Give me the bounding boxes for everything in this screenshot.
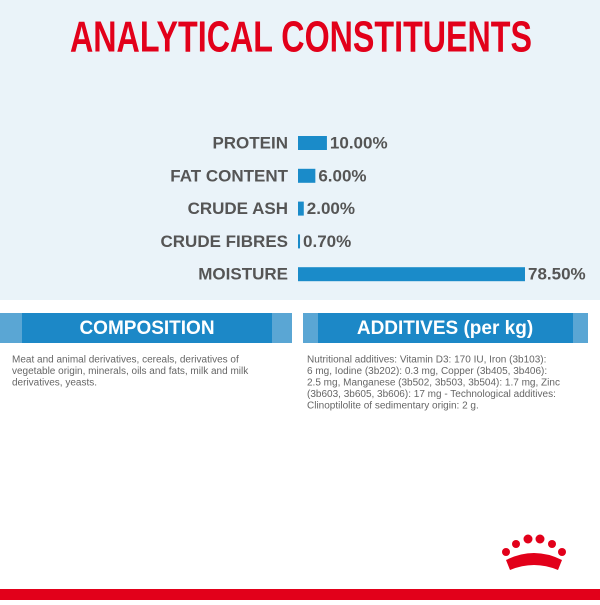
- bar: [298, 201, 304, 216]
- additives-title: ADDITIVES (per kg): [357, 318, 533, 339]
- category-label: FAT CONTENT: [170, 166, 288, 185]
- text-line: derivatives, yeasts.: [12, 378, 97, 389]
- category-label: PROTEIN: [212, 133, 288, 152]
- text-line: vegetable origin, minerals, oils and fat…: [12, 366, 249, 377]
- bar: [298, 136, 327, 150]
- bar: [298, 267, 525, 282]
- additives-text: Nutritional additives: Vitamin D3: 170 I…: [307, 355, 560, 412]
- category-label: CRUDE FIBRES: [160, 232, 288, 251]
- chart: PROTEIN 10.00% FAT CONTENT 6.00% CRUDE ASH 2.…: [160, 133, 585, 283]
- value-label: 6.00%: [318, 166, 366, 185]
- text-line: (3b603, 3b605, 3b606): 17 mg - Technolog…: [307, 389, 556, 400]
- composition-title: COMPOSITION: [79, 318, 214, 339]
- value-label: 2.00%: [307, 199, 355, 218]
- text-line: 2.5 mg, Manganese (3b502, 3b503, 3b504):…: [307, 378, 560, 389]
- bar: [298, 234, 301, 249]
- logo: [502, 534, 566, 570]
- composition-text: Meat and animal derivatives, cereals, de…: [12, 355, 249, 389]
- text-line: 6 mg, Iodine (3b202): 0.3 mg, Copper (3b…: [307, 366, 547, 377]
- additives-header-center: [318, 313, 573, 343]
- value-label: 10.00%: [330, 133, 388, 152]
- bar: [298, 168, 316, 183]
- composition-header-center: [22, 313, 272, 343]
- category-label: CRUDE ASH: [188, 199, 288, 218]
- chart-title: ANALYTICAL CONSTITUENTS: [70, 13, 532, 62]
- value-label: 78.50%: [528, 265, 586, 284]
- text-line: Clinoptilolite of sedimentary origin: 2 …: [307, 401, 479, 412]
- text-line: Meat and animal derivatives, cereals, de…: [12, 355, 239, 366]
- value-label: 0.70%: [303, 232, 351, 251]
- text-line: Nutritional additives: Vitamin D3: 170 I…: [307, 355, 546, 366]
- category-label: MOISTURE: [198, 265, 288, 284]
- footer-bar: [0, 589, 600, 600]
